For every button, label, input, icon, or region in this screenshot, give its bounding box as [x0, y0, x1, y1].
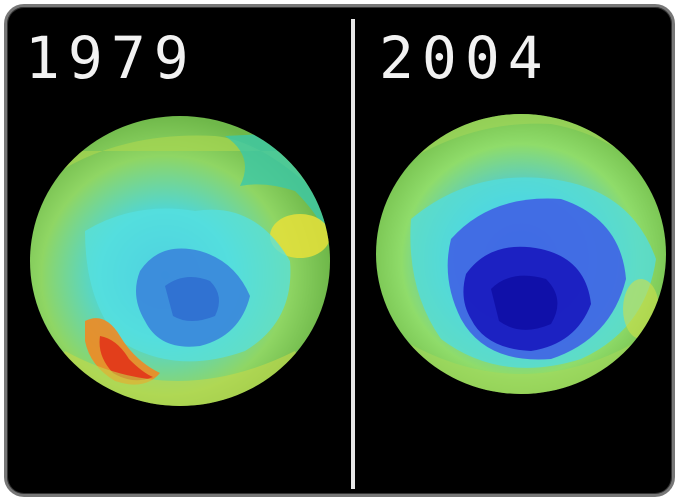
ozone-globe-1979: [30, 116, 330, 406]
year-label-1979: 1979: [25, 24, 197, 92]
image-frame: 1979: [4, 4, 675, 497]
divider-line: [351, 19, 355, 489]
year-label-2004: 2004: [379, 24, 551, 92]
ozone-globe-2004: [376, 114, 666, 394]
panel-2004: 2004: [357, 7, 672, 494]
panel-1979: 1979: [7, 7, 351, 494]
